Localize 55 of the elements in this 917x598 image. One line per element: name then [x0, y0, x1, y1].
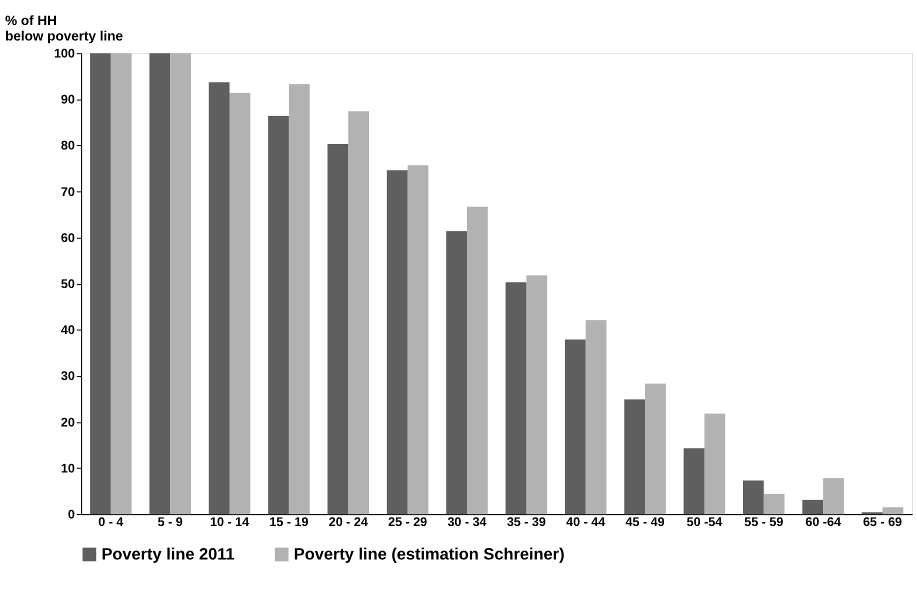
bar: [823, 478, 844, 514]
bar: [386, 170, 408, 514]
legend-label: Poverty line 2011: [101, 545, 235, 564]
bar: [586, 320, 606, 514]
bar: [110, 53, 132, 514]
y-tick-label: 10: [60, 461, 75, 476]
x-tick-label: 10 - 14: [210, 515, 250, 530]
y-tick-label: 0: [68, 507, 75, 522]
x-tick-label: 15 - 19: [269, 515, 308, 530]
bar: [526, 275, 548, 514]
bar: [564, 339, 586, 514]
y-tick-label: 100: [54, 46, 75, 61]
bar: [170, 53, 191, 514]
bar: [230, 92, 250, 514]
x-tick-label: 60 -64: [805, 515, 841, 530]
x-tick-label: 65 - 69: [862, 515, 902, 530]
bar: [802, 500, 824, 514]
bar: [645, 384, 666, 514]
x-tick-label: 5 - 9: [158, 515, 183, 530]
y-tick-label: 30: [60, 369, 75, 384]
bar: [149, 53, 170, 514]
y-tick-label: 90: [60, 92, 75, 107]
bar: [446, 231, 467, 514]
x-tick-label: 50 -54: [686, 515, 722, 530]
bar: [328, 144, 348, 514]
bar: [348, 111, 370, 514]
y-tick-label: 60: [60, 230, 75, 245]
bar: [743, 480, 764, 514]
bar: [506, 282, 526, 514]
x-tick-label: 45 - 49: [626, 515, 665, 530]
x-tick-label: 0 - 4: [98, 515, 124, 530]
bar: [288, 84, 310, 514]
y-tick-label: 20: [60, 415, 75, 430]
bar: [704, 414, 726, 514]
bar: [882, 507, 904, 514]
x-tick-label: 40 - 44: [566, 515, 606, 530]
y-tick-label: 50: [60, 277, 75, 292]
bar: [268, 116, 289, 514]
bar: [90, 53, 111, 514]
bar: [764, 494, 785, 514]
x-tick-label: 55 - 59: [744, 515, 784, 530]
bar: [208, 82, 230, 514]
legend-label: Poverty line (estimation Schreiner): [294, 545, 565, 564]
x-tick-label: 25 - 29: [388, 515, 428, 530]
bar: [408, 165, 428, 514]
x-tick-label: 35 - 39: [506, 515, 546, 530]
x-tick-label: 20 - 24: [328, 515, 368, 530]
y-tick-label: 40: [60, 323, 75, 338]
bar: [684, 448, 704, 514]
y-tick-label: 80: [60, 138, 75, 153]
y-axis-title: % of HH below poverty line: [5, 13, 124, 44]
x-tick-label: 30 - 34: [447, 515, 487, 530]
y-tick-label: 70: [60, 184, 75, 199]
bar: [466, 206, 488, 514]
bar: [624, 399, 646, 514]
